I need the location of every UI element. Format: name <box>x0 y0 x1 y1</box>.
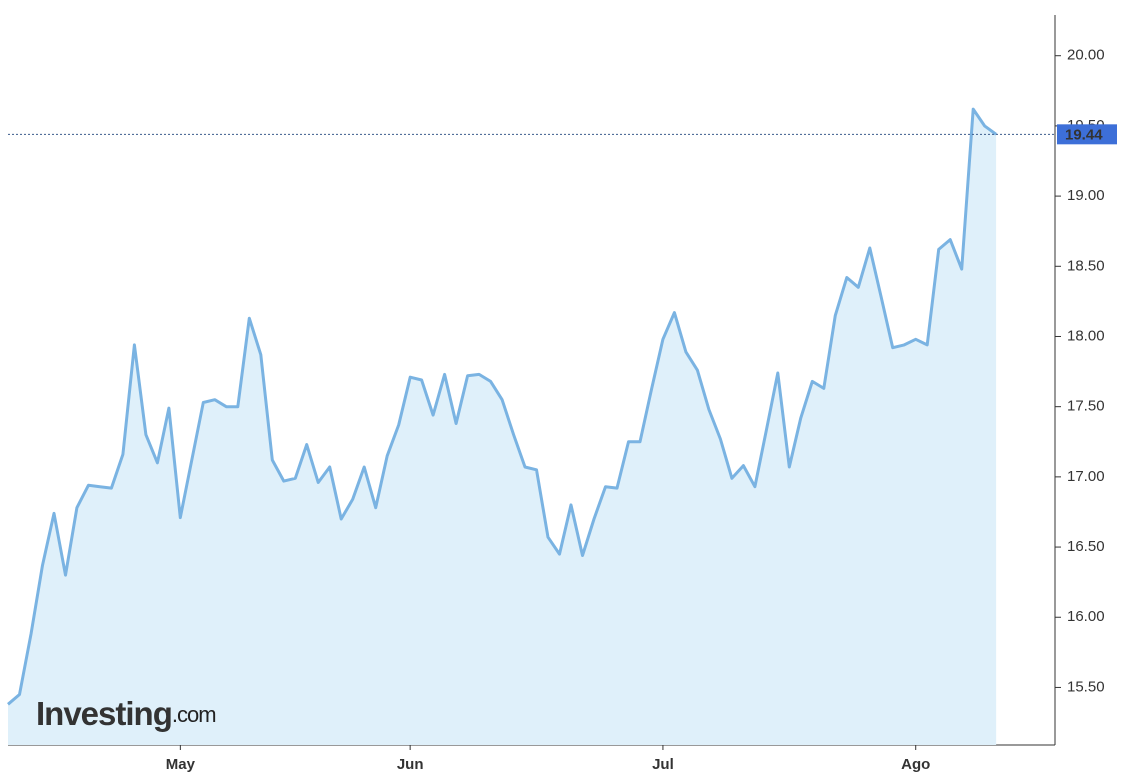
last-value-label: 19.44 <box>1065 126 1103 143</box>
price-line <box>7 107 997 706</box>
last-value-box <box>1057 124 1117 145</box>
watermark: Investing.com <box>36 695 216 732</box>
area-fill <box>8 109 997 746</box>
y-tick-label: 17.50 <box>1067 398 1105 415</box>
y-tick-label: 15.50 <box>1067 678 1105 695</box>
y-tick-label: 18.50 <box>1067 257 1105 274</box>
y-tick-label: 17.00 <box>1067 468 1105 485</box>
y-tick-label: 20.00 <box>1067 47 1105 64</box>
watermark-brand: Investing <box>36 695 172 732</box>
watermark-suffix: .com <box>172 702 216 727</box>
x-tick-label: Jul <box>652 756 674 773</box>
x-tick-label: May <box>166 756 196 773</box>
y-tick-label: 19.00 <box>1067 187 1105 204</box>
y-tick-label: 16.00 <box>1067 608 1105 625</box>
x-tick-label: Ago <box>901 756 930 773</box>
x-tick-label: Jun <box>397 756 424 773</box>
y-tick-label: 16.50 <box>1067 538 1105 555</box>
y-tick-label: 18.00 <box>1067 327 1105 344</box>
